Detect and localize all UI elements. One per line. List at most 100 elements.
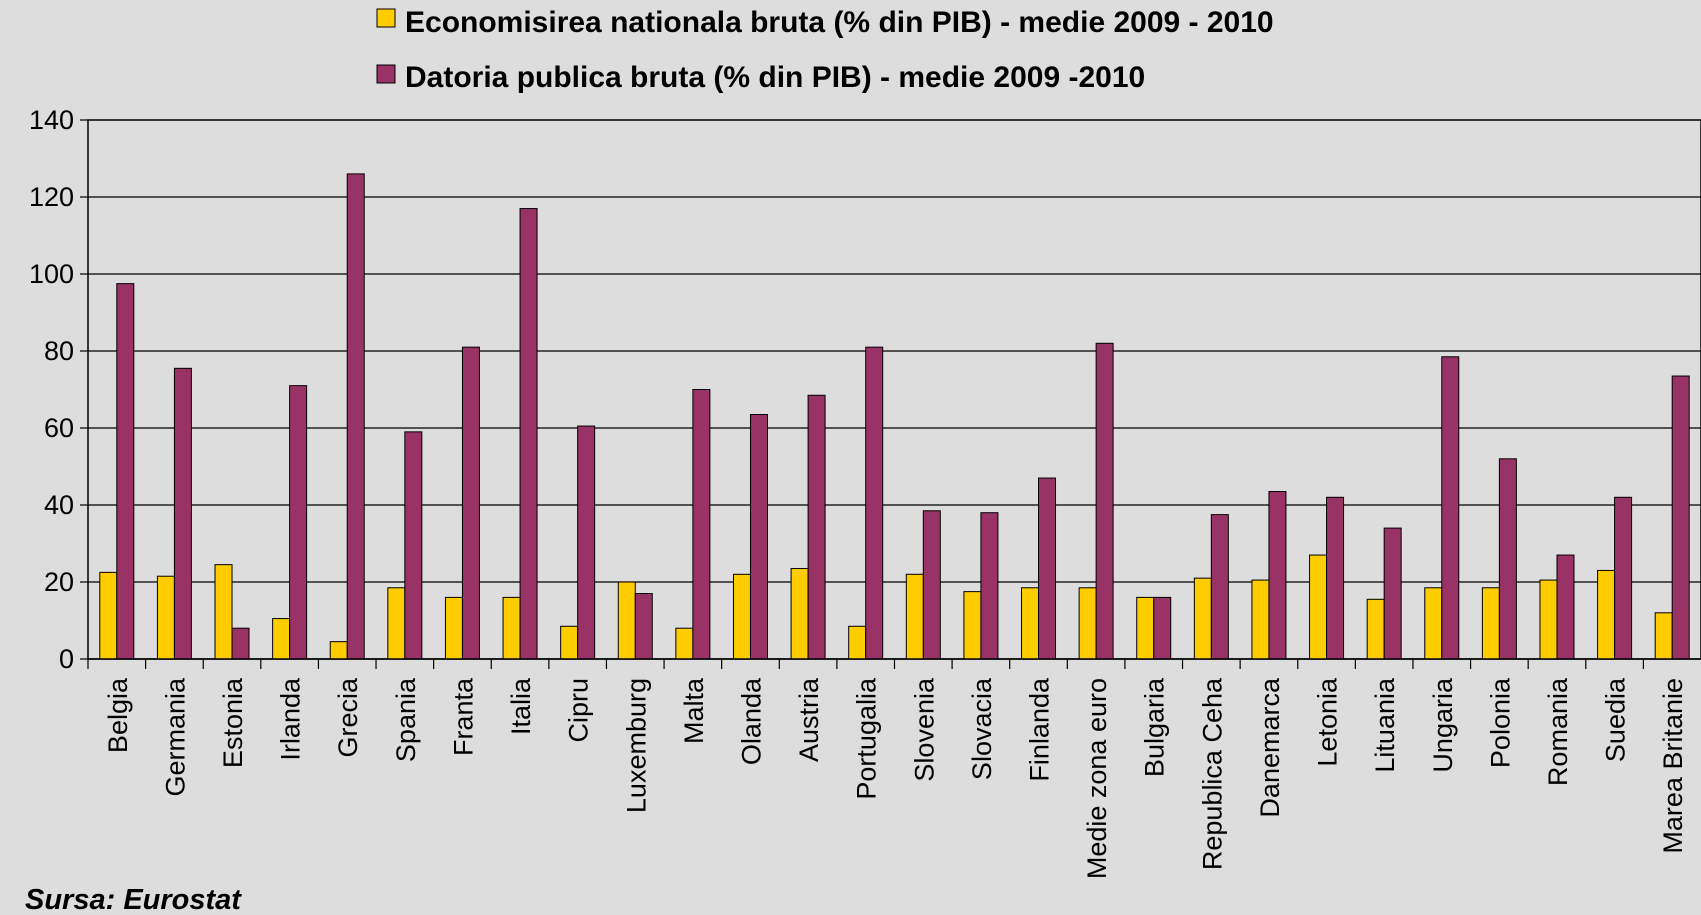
bar-savings bbox=[560, 625, 579, 660]
category-label: Polonia bbox=[1485, 677, 1515, 768]
bar-savings bbox=[905, 573, 924, 660]
y-tick-label: 140 bbox=[29, 105, 74, 135]
bar-savings bbox=[848, 625, 867, 660]
bar-debt bbox=[1268, 491, 1287, 660]
bar-debt bbox=[1153, 596, 1172, 660]
bar-savings bbox=[444, 596, 463, 660]
y-tick-label: 20 bbox=[44, 567, 74, 597]
bar-debt bbox=[173, 367, 192, 660]
category-label: Romania bbox=[1543, 677, 1573, 786]
bar-debt bbox=[577, 425, 596, 660]
bar-savings bbox=[1193, 577, 1212, 660]
category-label: Finlanda bbox=[1025, 677, 1055, 782]
category-label: Bulgaria bbox=[1140, 677, 1170, 777]
bar-savings bbox=[1597, 569, 1616, 660]
bar-savings bbox=[329, 641, 348, 660]
bar-debt bbox=[1498, 458, 1517, 660]
category-label: Estonia bbox=[218, 677, 248, 768]
y-tick-label: 100 bbox=[29, 259, 74, 289]
bar-debt bbox=[1671, 375, 1690, 660]
y-tick-label: 80 bbox=[44, 336, 74, 366]
category-label: Portugalia bbox=[852, 677, 882, 800]
bar-debt bbox=[519, 208, 538, 660]
y-axis: 0 20 40 60 80 100 120 140 bbox=[29, 105, 88, 674]
bar-savings bbox=[272, 618, 291, 660]
y-tick-label: 120 bbox=[29, 182, 74, 212]
legend: Economisirea nationala bruta (% din PIB)… bbox=[376, 6, 1274, 94]
bar-savings bbox=[1078, 587, 1097, 660]
bar-debt bbox=[1210, 514, 1229, 660]
bar-debt bbox=[461, 346, 480, 660]
bar-debt bbox=[1383, 527, 1402, 660]
bar-debt bbox=[1614, 496, 1633, 660]
bar-savings bbox=[1481, 587, 1500, 660]
category-label: Cipru bbox=[564, 678, 594, 743]
category-label: Medie zona euro bbox=[1082, 678, 1112, 879]
category-label: Danemarca bbox=[1255, 677, 1285, 818]
bar-savings bbox=[1251, 579, 1270, 660]
bar-debt bbox=[404, 431, 423, 660]
bar-debt bbox=[807, 394, 826, 660]
bar-savings bbox=[1021, 587, 1040, 660]
legend-label-savings: Economisirea nationala bruta (% din PIB)… bbox=[405, 6, 1274, 39]
bar-debt bbox=[922, 510, 941, 660]
bar-savings bbox=[1309, 554, 1328, 660]
category-label: Austria bbox=[794, 677, 824, 762]
category-label: Malta bbox=[679, 677, 709, 744]
bar-savings bbox=[387, 587, 406, 660]
bar-savings bbox=[1136, 596, 1155, 660]
bar-savings bbox=[1366, 598, 1385, 660]
bar-debt bbox=[1326, 496, 1345, 660]
category-label: Suedia bbox=[1601, 677, 1631, 762]
bar-savings bbox=[732, 573, 751, 660]
category-label: Lituania bbox=[1370, 677, 1400, 773]
bar-savings bbox=[675, 627, 694, 660]
bar-savings bbox=[1424, 587, 1443, 660]
bar-debt bbox=[1038, 477, 1057, 660]
y-tick-label: 0 bbox=[59, 644, 74, 674]
category-label: Irlanda bbox=[276, 677, 306, 761]
legend-label-debt: Datoria publica bruta (% din PIB) - medi… bbox=[405, 61, 1145, 94]
category-label: Luxemburg bbox=[621, 678, 651, 813]
category-label: Belgia bbox=[103, 677, 133, 753]
category-label: Franta bbox=[448, 677, 478, 756]
bar-debt bbox=[231, 627, 250, 660]
bar-savings bbox=[156, 575, 175, 660]
bar-debt bbox=[865, 346, 884, 660]
bar-debt bbox=[1095, 342, 1114, 660]
bar-debt bbox=[692, 389, 711, 660]
bar-savings bbox=[1539, 579, 1558, 660]
category-label: Republica Ceha bbox=[1197, 677, 1227, 870]
x-axis: Belgia Germania Estonia Irlanda Grecia Spania… bbox=[87, 658, 1701, 879]
bar-savings bbox=[214, 564, 233, 660]
category-label: Slovenia bbox=[909, 677, 939, 782]
bar-debt bbox=[634, 593, 653, 660]
category-label: Slovacia bbox=[967, 677, 997, 780]
bar-savings bbox=[502, 596, 521, 660]
category-label: Letonia bbox=[1313, 677, 1343, 767]
bar-debt bbox=[749, 414, 768, 660]
bar-debt bbox=[346, 173, 365, 660]
source-note: Sursa: Eurostat bbox=[25, 884, 242, 915]
category-label: Ungaria bbox=[1428, 677, 1458, 773]
bar-debt bbox=[289, 385, 308, 660]
category-label: Marea Britanie bbox=[1658, 678, 1688, 854]
legend-swatch-savings bbox=[376, 8, 396, 28]
category-label: Olanda bbox=[736, 677, 766, 765]
y-tick-label: 60 bbox=[44, 413, 74, 443]
bar-savings bbox=[617, 581, 636, 660]
bar-debt bbox=[980, 512, 999, 660]
legend-swatch-debt bbox=[376, 64, 396, 84]
bar-savings bbox=[963, 591, 982, 660]
bar-debt bbox=[116, 283, 135, 660]
category-label: Grecia bbox=[333, 677, 363, 758]
category-label: Italia bbox=[506, 677, 536, 735]
bar-savings bbox=[1654, 612, 1673, 660]
category-label: Germania bbox=[160, 677, 190, 797]
category-label: Spania bbox=[391, 677, 421, 762]
bar-debt bbox=[1441, 356, 1460, 660]
bar-debt bbox=[1556, 554, 1575, 660]
bar-savings bbox=[99, 571, 118, 660]
bar-savings bbox=[790, 568, 809, 660]
